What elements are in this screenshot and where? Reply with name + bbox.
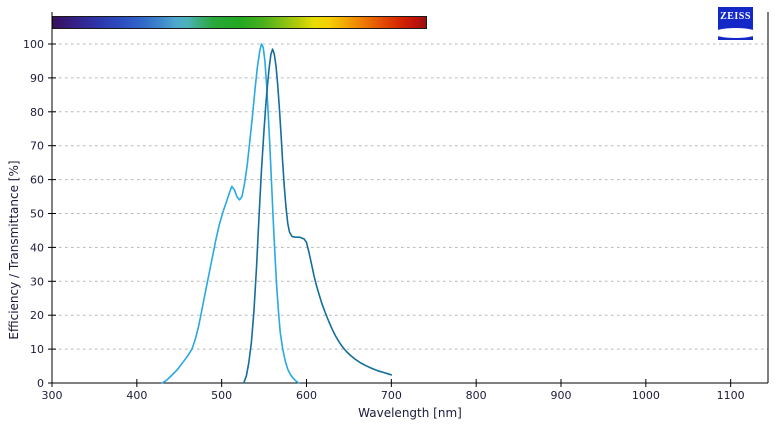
y-tick-label-70: 70 xyxy=(30,140,44,153)
y-tick-label-10: 10 xyxy=(30,343,44,356)
y-tick-label-100: 100 xyxy=(23,38,44,51)
curve-1-light-blue xyxy=(161,43,300,384)
x-axis-title: Wavelength [nm] xyxy=(358,406,462,420)
y-tick-label-90: 90 xyxy=(30,72,44,85)
zeiss-logo-text: ZEISS xyxy=(720,11,751,22)
x-tick-label-400: 400 xyxy=(126,389,147,402)
zeiss-logo: ZEISS xyxy=(718,7,753,40)
y-tick-label-0: 0 xyxy=(37,377,44,390)
y-tick-label-40: 40 xyxy=(30,241,44,254)
y-tick-label-50: 50 xyxy=(30,208,44,221)
curve-2-dark-blue xyxy=(242,48,393,384)
x-tick-label-1100: 1100 xyxy=(717,389,745,402)
x-tick-label-500: 500 xyxy=(211,389,232,402)
y-tick-label-80: 80 xyxy=(30,106,44,119)
x-tick-label-300: 300 xyxy=(42,389,63,402)
y-tick-label-20: 20 xyxy=(30,309,44,322)
x-tick-label-600: 600 xyxy=(296,389,317,402)
y-axis-title: Efficiency / Transmittance [%] xyxy=(7,160,21,340)
x-tick-label-700: 700 xyxy=(381,389,402,402)
y-tick-label-60: 60 xyxy=(30,174,44,187)
y-tick-label-30: 30 xyxy=(30,275,44,288)
x-tick-label-1000: 1000 xyxy=(632,389,660,402)
x-tick-label-900: 900 xyxy=(551,389,572,402)
x-tick-label-800: 800 xyxy=(466,389,487,402)
